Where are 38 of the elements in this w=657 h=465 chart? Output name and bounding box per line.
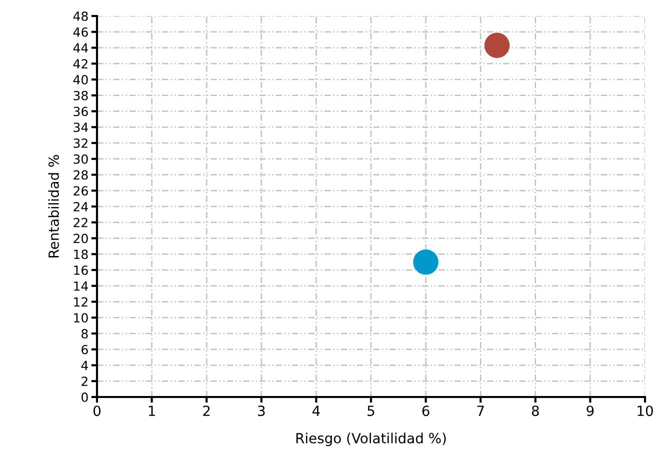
x-tick-label: 0 (93, 406, 100, 416)
x-tick-label: 5 (368, 406, 374, 416)
y-tick-label: 44 (73, 43, 88, 52)
y-tick-label: 30 (74, 154, 88, 164)
y-tick-label: 16 (74, 265, 88, 275)
x-tick-label: 7 (477, 406, 484, 416)
y-tick-label: 46 (73, 27, 88, 37)
y-tick-label: 20 (74, 234, 88, 244)
x-tick-label: 4 (312, 406, 320, 416)
x-tick-label: 3 (258, 406, 265, 416)
y-tick-label: 40 (73, 74, 88, 84)
y-tick-label: 28 (74, 170, 88, 180)
x-tick-label: 1 (148, 406, 155, 416)
x-tick-label: 2 (203, 406, 210, 416)
y-tick-label: 10 (74, 313, 88, 323)
y-tick-label: 0 (82, 392, 88, 402)
y-tick-label: 38 (74, 90, 88, 100)
y-tick-label: 8 (82, 328, 88, 338)
x-tick-label: 6 (422, 406, 430, 416)
x-tick-label: 8 (532, 406, 539, 416)
y-tick-label: 22 (74, 218, 88, 228)
y-tick-label: 12 (74, 297, 88, 306)
y-tick-label: 36 (74, 106, 88, 116)
y-tick-label: 42 (73, 59, 88, 68)
y-axis-title: Rentabilidad % (48, 155, 59, 258)
y-tick-label: 14 (74, 282, 88, 291)
x-tick-label: 9 (586, 406, 594, 416)
y-tick-label: 24 (74, 202, 88, 212)
y-tick-label: 34 (74, 122, 88, 132)
y-tick-label: 48 (73, 11, 88, 21)
x-tick-label: 10 (638, 406, 653, 416)
y-tick-label: 32 (74, 138, 88, 148)
x-axis-title: Riesgo (Volatilidad %) (296, 432, 446, 446)
y-tick-label: 18 (74, 250, 88, 260)
y-tick-label: 4 (81, 360, 88, 370)
y-tick-label: 26 (74, 186, 88, 196)
y-tick-label: 2 (82, 376, 88, 386)
y-tick-label: 6 (82, 344, 88, 354)
